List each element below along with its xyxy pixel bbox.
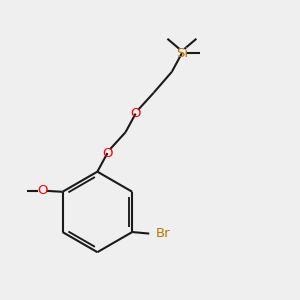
Text: Br: Br [155, 227, 170, 240]
Text: Si: Si [176, 47, 188, 60]
Text: O: O [130, 107, 141, 120]
Text: O: O [37, 184, 48, 197]
Text: O: O [102, 147, 113, 160]
